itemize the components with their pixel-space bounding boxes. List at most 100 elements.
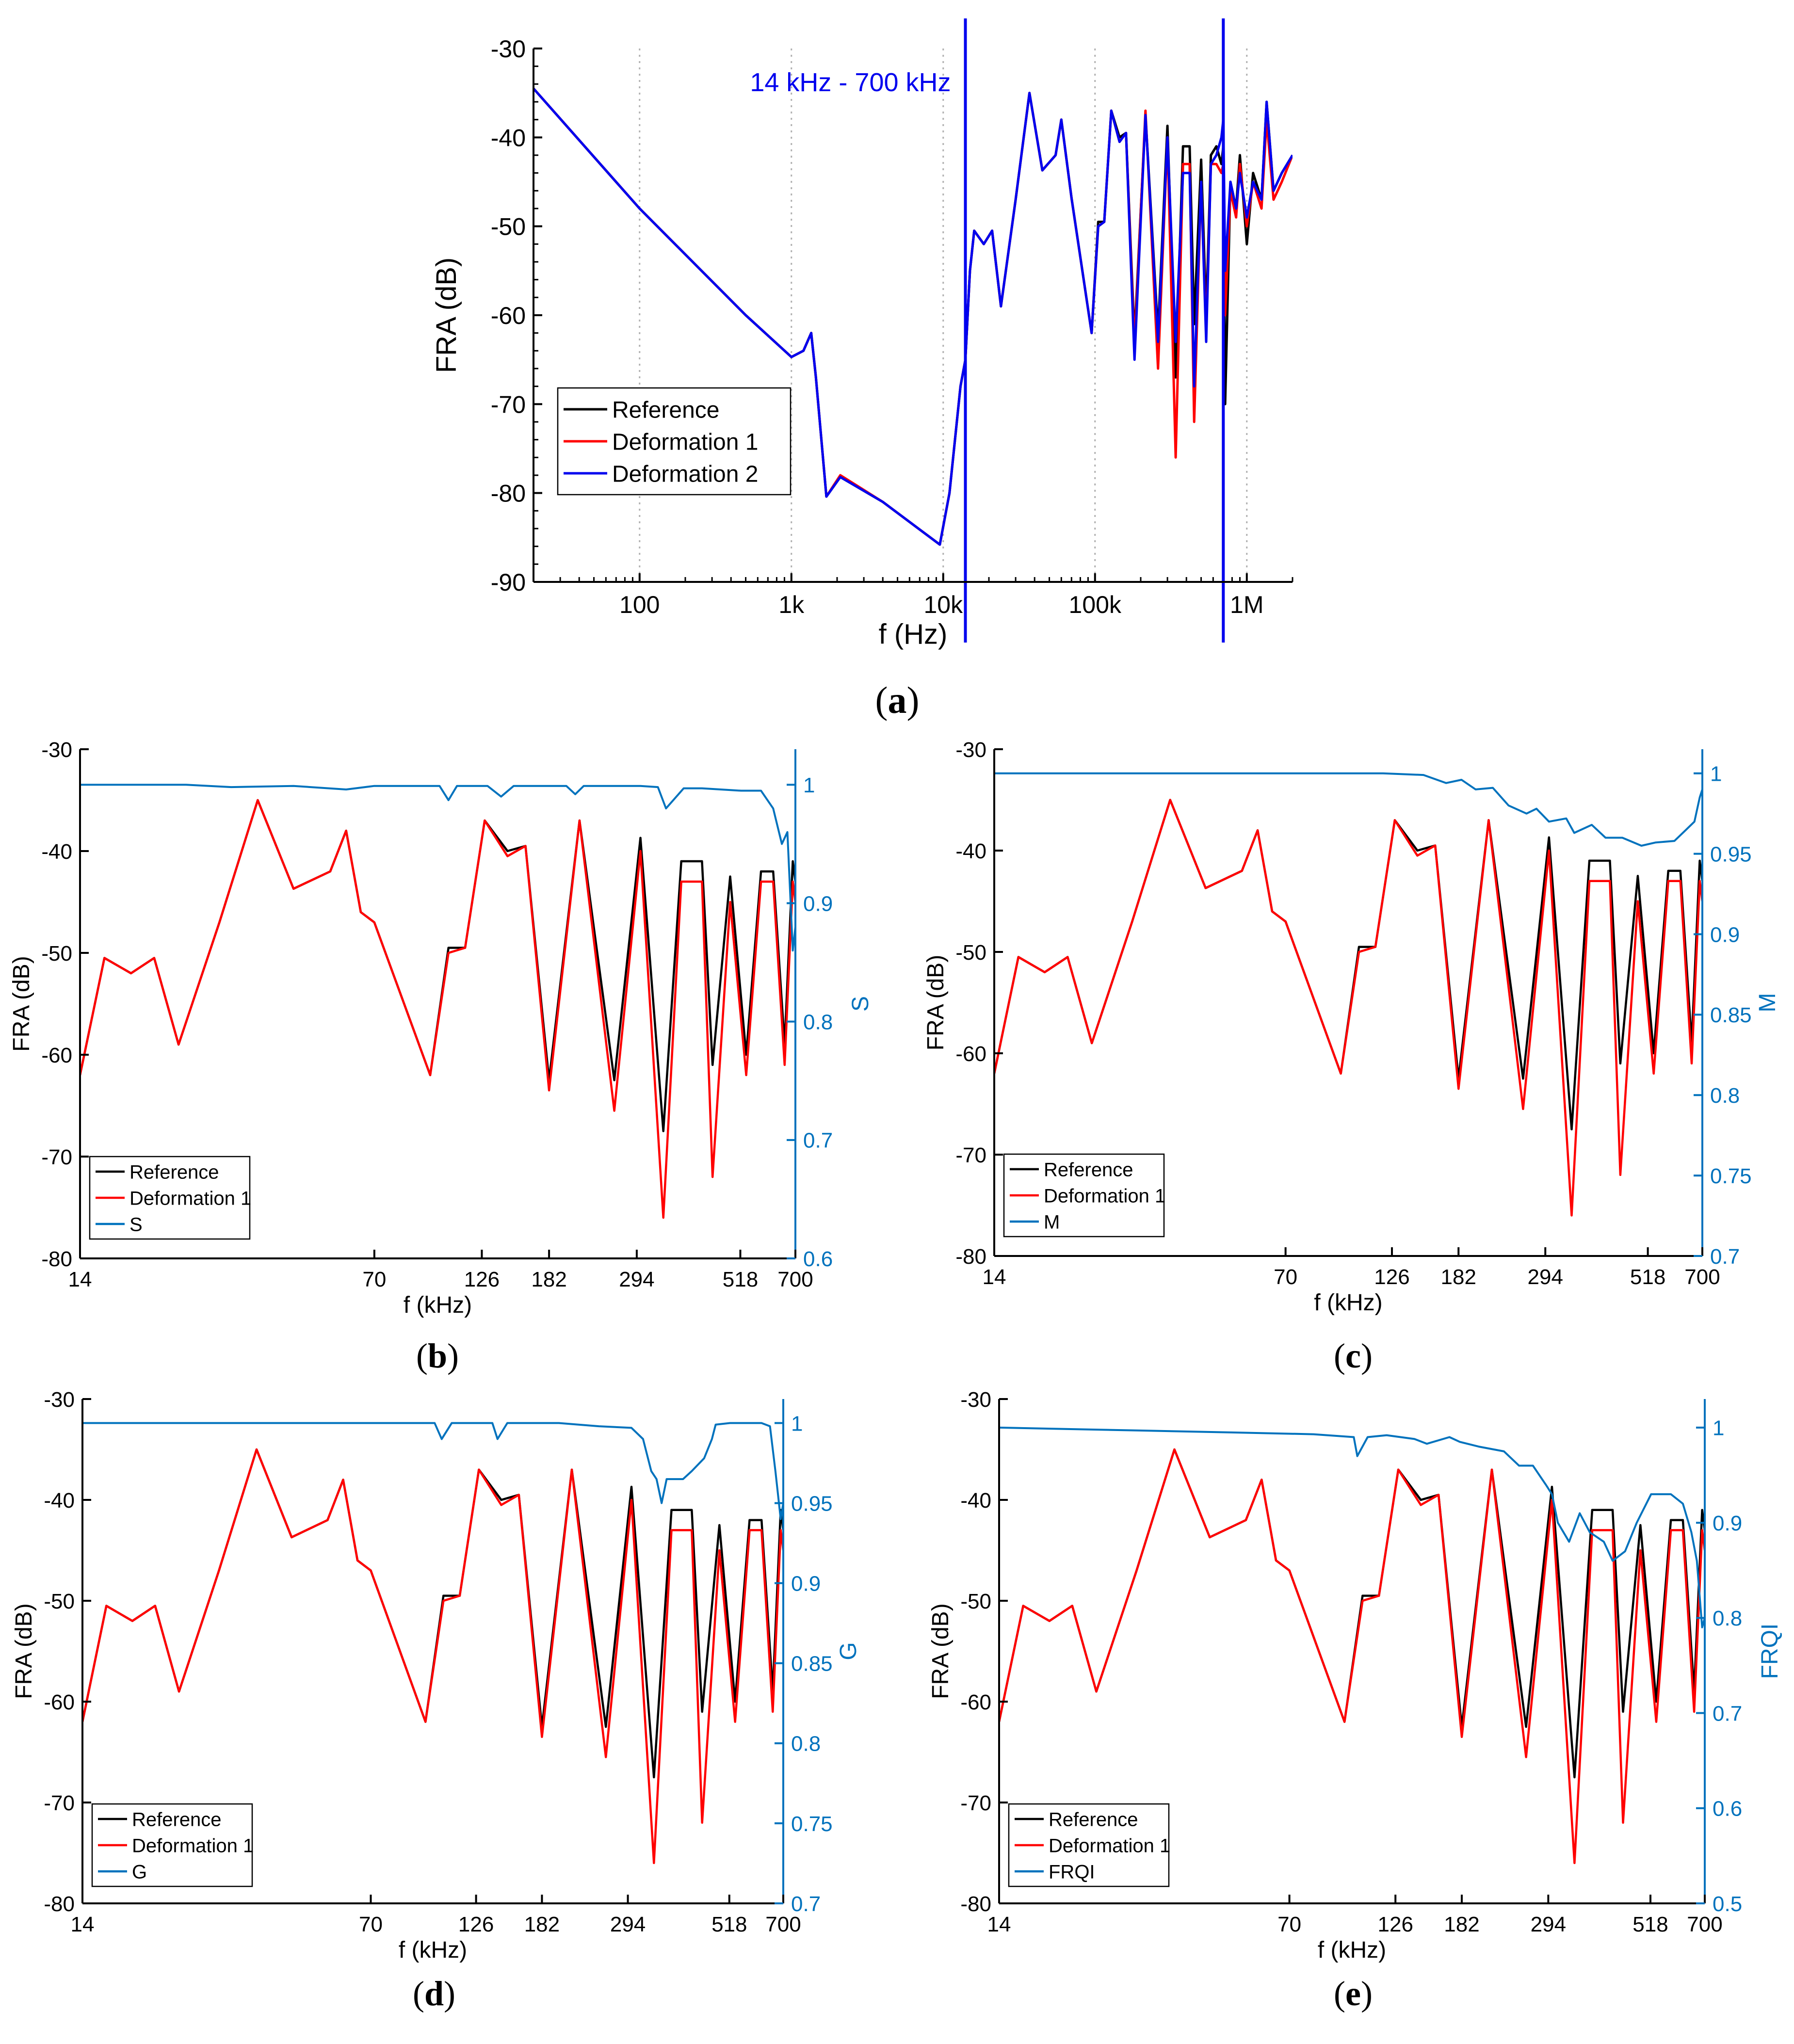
chart-d: 14 70 126 182 294 518 700 -30 -40 -50 -60 -70 -80 0.7…	[11, 1388, 861, 2013]
y2-tick-label: 0.8	[803, 1010, 833, 1034]
series-reference	[994, 799, 1702, 1131]
x-tick-label: 700	[1684, 1265, 1720, 1289]
x-tick-label: 126	[1378, 1913, 1413, 1936]
y2-tick-label: 0.8	[791, 1732, 821, 1756]
x-axis-label: f (Hz)	[879, 619, 948, 650]
y2-tick-label: 0.9	[1710, 923, 1740, 947]
y-tick-label: -40	[960, 1489, 991, 1513]
x-tick-label: 182	[531, 1268, 566, 1291]
legend: Reference Deformation 1 FRQI	[1008, 1803, 1170, 1887]
x-axis-label: f (kHz)	[404, 1292, 472, 1318]
y-tick-label: -80	[960, 1892, 991, 1916]
y-tick-label: -30	[960, 1388, 991, 1412]
y-axis-label: FRA (dB)	[11, 1603, 37, 1699]
y-tick-label: -70	[491, 391, 526, 418]
y-tick-label: -30	[955, 738, 986, 762]
x-tick-label: 182	[1444, 1913, 1479, 1936]
y2-tick-label: 0.85	[1710, 1003, 1752, 1027]
chart-e: 14 70 126 182 294 518 700 -30 -40 -50 -60 -70 -80 0.5…	[928, 1388, 1783, 2013]
legend-label: Reference	[1049, 1809, 1138, 1830]
series-reference	[80, 799, 795, 1132]
y-tick-label: -50	[960, 1590, 991, 1613]
series-deformation-2	[533, 87, 1293, 546]
y2-tick-label: 0.7	[1713, 1702, 1742, 1725]
series-reference	[82, 1448, 783, 1779]
y-tick-label: -60	[44, 1690, 75, 1714]
y2-tick-label: 0.5	[1713, 1892, 1742, 1916]
y-tick-label: -80	[491, 480, 526, 507]
subfigure-caption: (c)	[1334, 1336, 1373, 1375]
y-tick-label: -50	[955, 941, 986, 965]
y-tick-label: -50	[491, 213, 526, 241]
x-tick-label: 10k	[923, 591, 963, 618]
y2-tick-label: 0.8	[1713, 1607, 1742, 1630]
chart-a: 14 kHz - 700 kHz 100 1k 10k 100k 1M -30 -40 -50 -…	[431, 18, 1293, 721]
y-tick-label: -60	[960, 1690, 991, 1714]
series-g	[82, 1422, 783, 1520]
band-annotation: 14 kHz - 700 kHz	[750, 68, 951, 97]
x-tick-label: 126	[458, 1913, 494, 1936]
x-tick-label: 14	[68, 1268, 92, 1291]
chart-c: 14 70 126 182 294 518 700 -30 -40 -50 -60 -70 -80 0.7…	[923, 738, 1780, 1375]
x-tick-label: 518	[1632, 1913, 1668, 1936]
x-tick-label: 518	[711, 1913, 747, 1936]
legend-label: Deformation 1	[129, 1188, 251, 1209]
x-tick-label: 70	[359, 1913, 383, 1936]
x-axis-label: f (kHz)	[1314, 1290, 1382, 1316]
x-tick-label: 100k	[1069, 591, 1122, 618]
y-tick-label: -50	[41, 942, 72, 966]
x-tick-label: 14	[983, 1265, 1006, 1289]
x-tick-label: 1k	[778, 591, 805, 618]
legend-label: M	[1044, 1211, 1060, 1233]
y2-tick-label: 0.6	[803, 1247, 833, 1271]
y-tick-label: -40	[955, 839, 986, 863]
legend-label: Deformation 1	[132, 1835, 254, 1856]
x-tick-label: 294	[619, 1268, 654, 1291]
y-axis-label: FRA (dB)	[9, 956, 34, 1051]
y-tick-label: -70	[41, 1145, 72, 1169]
y-tick-label: -50	[44, 1590, 75, 1613]
y-axis-label: FRA (dB)	[928, 1603, 954, 1699]
x-tick-label: 700	[765, 1913, 801, 1936]
y-tick-label: -30	[41, 738, 72, 762]
y2-tick-label: 0.7	[803, 1129, 833, 1153]
y-tick-label: -40	[41, 840, 72, 864]
chart-b: 14 70 126 182 294 518 700 -30 -40 -50 -60 -70 -80 0.6…	[9, 738, 873, 1375]
x-axis-label: f (kHz)	[399, 1937, 467, 1963]
legend-label: Reference	[1044, 1159, 1133, 1180]
x-tick-label: 70	[362, 1268, 386, 1291]
legend-label: FRQI	[1049, 1861, 1095, 1883]
y2-tick-label: 0.9	[791, 1572, 821, 1596]
subfigure-caption: (d)	[413, 1974, 455, 2013]
y2-tick-label: 0.7	[791, 1892, 821, 1916]
y2-tick-label: 0.9	[1713, 1512, 1742, 1535]
y2-tick-label: 0.95	[791, 1492, 833, 1515]
y2-axis-label: S	[848, 996, 873, 1012]
series-m	[994, 772, 1702, 847]
y-axis-label: FRA (dB)	[923, 955, 949, 1050]
legend: Reference Deformation 1 Deformation 2	[557, 387, 792, 496]
y-tick-label: -80	[955, 1245, 986, 1269]
y2-tick-label: 0.85	[791, 1652, 833, 1676]
y-tick-label: -80	[44, 1892, 75, 1916]
x-tick-label: 700	[777, 1268, 813, 1291]
legend-label: Deformation 2	[612, 461, 758, 487]
y-tick-label: -90	[491, 569, 526, 596]
y2-tick-label: 0.75	[791, 1812, 833, 1836]
subfigure-caption: (e)	[1334, 1974, 1373, 2013]
x-tick-label: 294	[1531, 1913, 1566, 1936]
y-tick-label: -80	[41, 1247, 72, 1271]
x-tick-label: 14	[71, 1913, 95, 1936]
legend-label: Deformation 1	[612, 429, 758, 455]
legend-label: Reference	[129, 1161, 219, 1183]
y2-tick-label: 1	[1713, 1416, 1724, 1440]
y2-tick-label: 1	[791, 1412, 803, 1435]
y-tick-label: -70	[955, 1143, 986, 1167]
legend-label: G	[132, 1861, 147, 1883]
x-tick-label: 70	[1277, 1913, 1301, 1936]
x-tick-label: 182	[1441, 1265, 1476, 1289]
y2-tick-label: 0.9	[803, 892, 833, 916]
y2-axis-label: M	[1755, 993, 1780, 1013]
x-tick-label: 70	[1274, 1265, 1297, 1289]
